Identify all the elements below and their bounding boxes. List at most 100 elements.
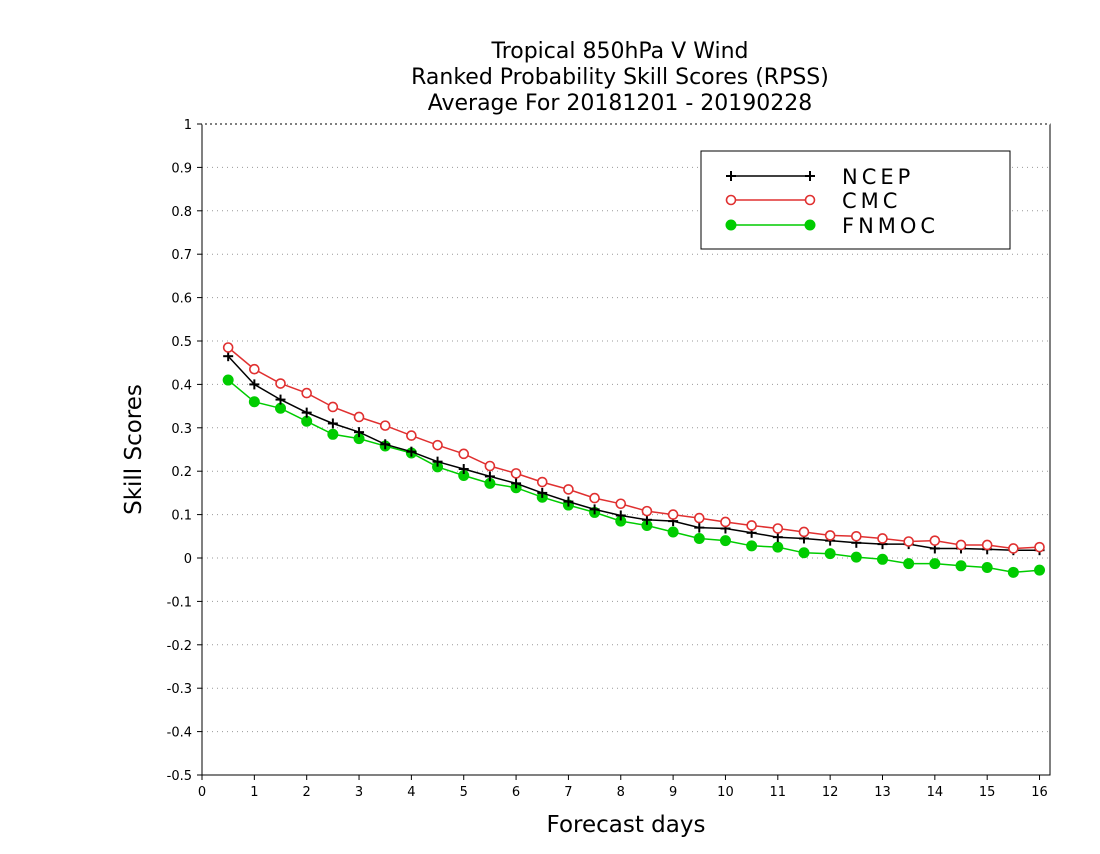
data-point [615,498,627,510]
x-axis-title: Forecast days [547,812,706,838]
data-point [693,532,705,544]
y-tick-label: -0.1 [167,595,192,610]
data-point [275,378,286,389]
legend-marker [804,194,816,206]
data-point [327,428,339,440]
data-point [1007,566,1019,578]
data-point [301,415,313,427]
data-point [327,418,338,429]
data-point [824,530,836,541]
x-tick-label: 3 [355,785,363,800]
y-tick-label: 0 [184,552,192,567]
data-point [1034,541,1045,553]
data-point [248,396,260,408]
x-tick-label: 1 [250,785,258,800]
data-point [694,522,705,533]
y-axis-ticks: -0.5 -0.4 -0.3 -0.2 -0.1 0 0.1 0.2 0.3 0.4 0.5 0.6 0… [167,118,202,784]
x-tick-label: 11 [770,785,787,800]
data-point [693,512,705,524]
plot-frame [201,123,1051,776]
data-point [798,526,810,538]
data-point [536,476,548,488]
y-axis-title: Skill Scores [121,384,147,515]
data-point [641,514,652,525]
data-point [484,460,496,472]
x-tick-label: 6 [512,785,520,800]
legend-marker [725,194,737,206]
data-point [615,510,626,521]
legend-label: NCEP [842,165,914,189]
grid-lines [202,166,1050,733]
y-tick-label: 0.3 [171,422,192,437]
data-point [772,532,783,543]
x-tick-label: 8 [617,785,625,800]
data-point [1034,564,1046,576]
y-tick-label: 1 [184,118,192,133]
legend-marker [726,171,736,181]
x-tick-label: 5 [460,785,468,800]
x-tick-label: 4 [407,785,415,800]
data-point [667,509,679,520]
x-axis-ticks: 0 1 2 3 4 5 6 7 8 9 10 11 12 13 14 15 16 [198,775,1048,800]
y-tick-label: -0.5 [167,769,192,784]
series-ncep [223,351,1045,556]
data-point [563,484,574,495]
data-point [223,351,234,362]
series-line-ncep [227,355,1040,551]
data-point [589,504,600,515]
x-tick-label: 16 [1031,785,1048,800]
x-tick-label: 13 [874,785,891,800]
data-series [222,342,1046,578]
x-tick-label: 14 [927,785,944,800]
legend-marker [805,171,815,181]
legend-marker [804,219,816,231]
data-point [772,541,784,553]
data-point [589,492,600,504]
data-point [851,530,862,542]
x-tick-label: 9 [669,785,677,800]
y-tick-label: 0.4 [171,378,192,393]
data-point [798,547,810,559]
y-tick-label: -0.3 [167,682,192,697]
data-point [903,558,915,570]
title-line-1: Tropical 850hPa V Wind [490,39,748,64]
data-point [981,562,993,574]
series-cmc [222,342,1045,554]
data-point [510,468,522,479]
data-point [353,411,365,423]
x-tick-label: 7 [564,785,572,800]
data-point [903,536,914,547]
data-point [406,430,417,441]
data-point [379,420,391,431]
data-point [1008,543,1019,554]
data-point [380,439,391,450]
legend-label: CMC [842,189,901,213]
y-tick-label: 0.7 [171,248,192,263]
data-point [275,402,287,414]
legend-item-cmc: CMC [725,189,901,213]
data-point [772,523,784,534]
data-point [850,551,862,563]
x-tick-label: 10 [717,785,734,800]
title-line-3: Average For 20181201 - 20190228 [428,91,813,116]
y-tick-label: -0.2 [167,639,192,654]
data-point [222,342,234,353]
series-line-fnmoc [227,379,1040,574]
data-point [876,553,888,565]
x-tick-label: 0 [198,785,206,800]
data-point [275,394,286,405]
y-tick-label: 0.2 [171,465,192,480]
legend-item-fnmoc: FNMOC [725,214,939,238]
data-point [327,401,339,413]
data-point [537,487,548,498]
data-point [955,539,967,551]
legend-label: FNMOC [842,214,939,238]
data-point [301,387,312,399]
y-tick-label: -0.4 [167,726,192,741]
y-tick-label: 0.6 [171,292,192,307]
data-point [746,540,758,552]
